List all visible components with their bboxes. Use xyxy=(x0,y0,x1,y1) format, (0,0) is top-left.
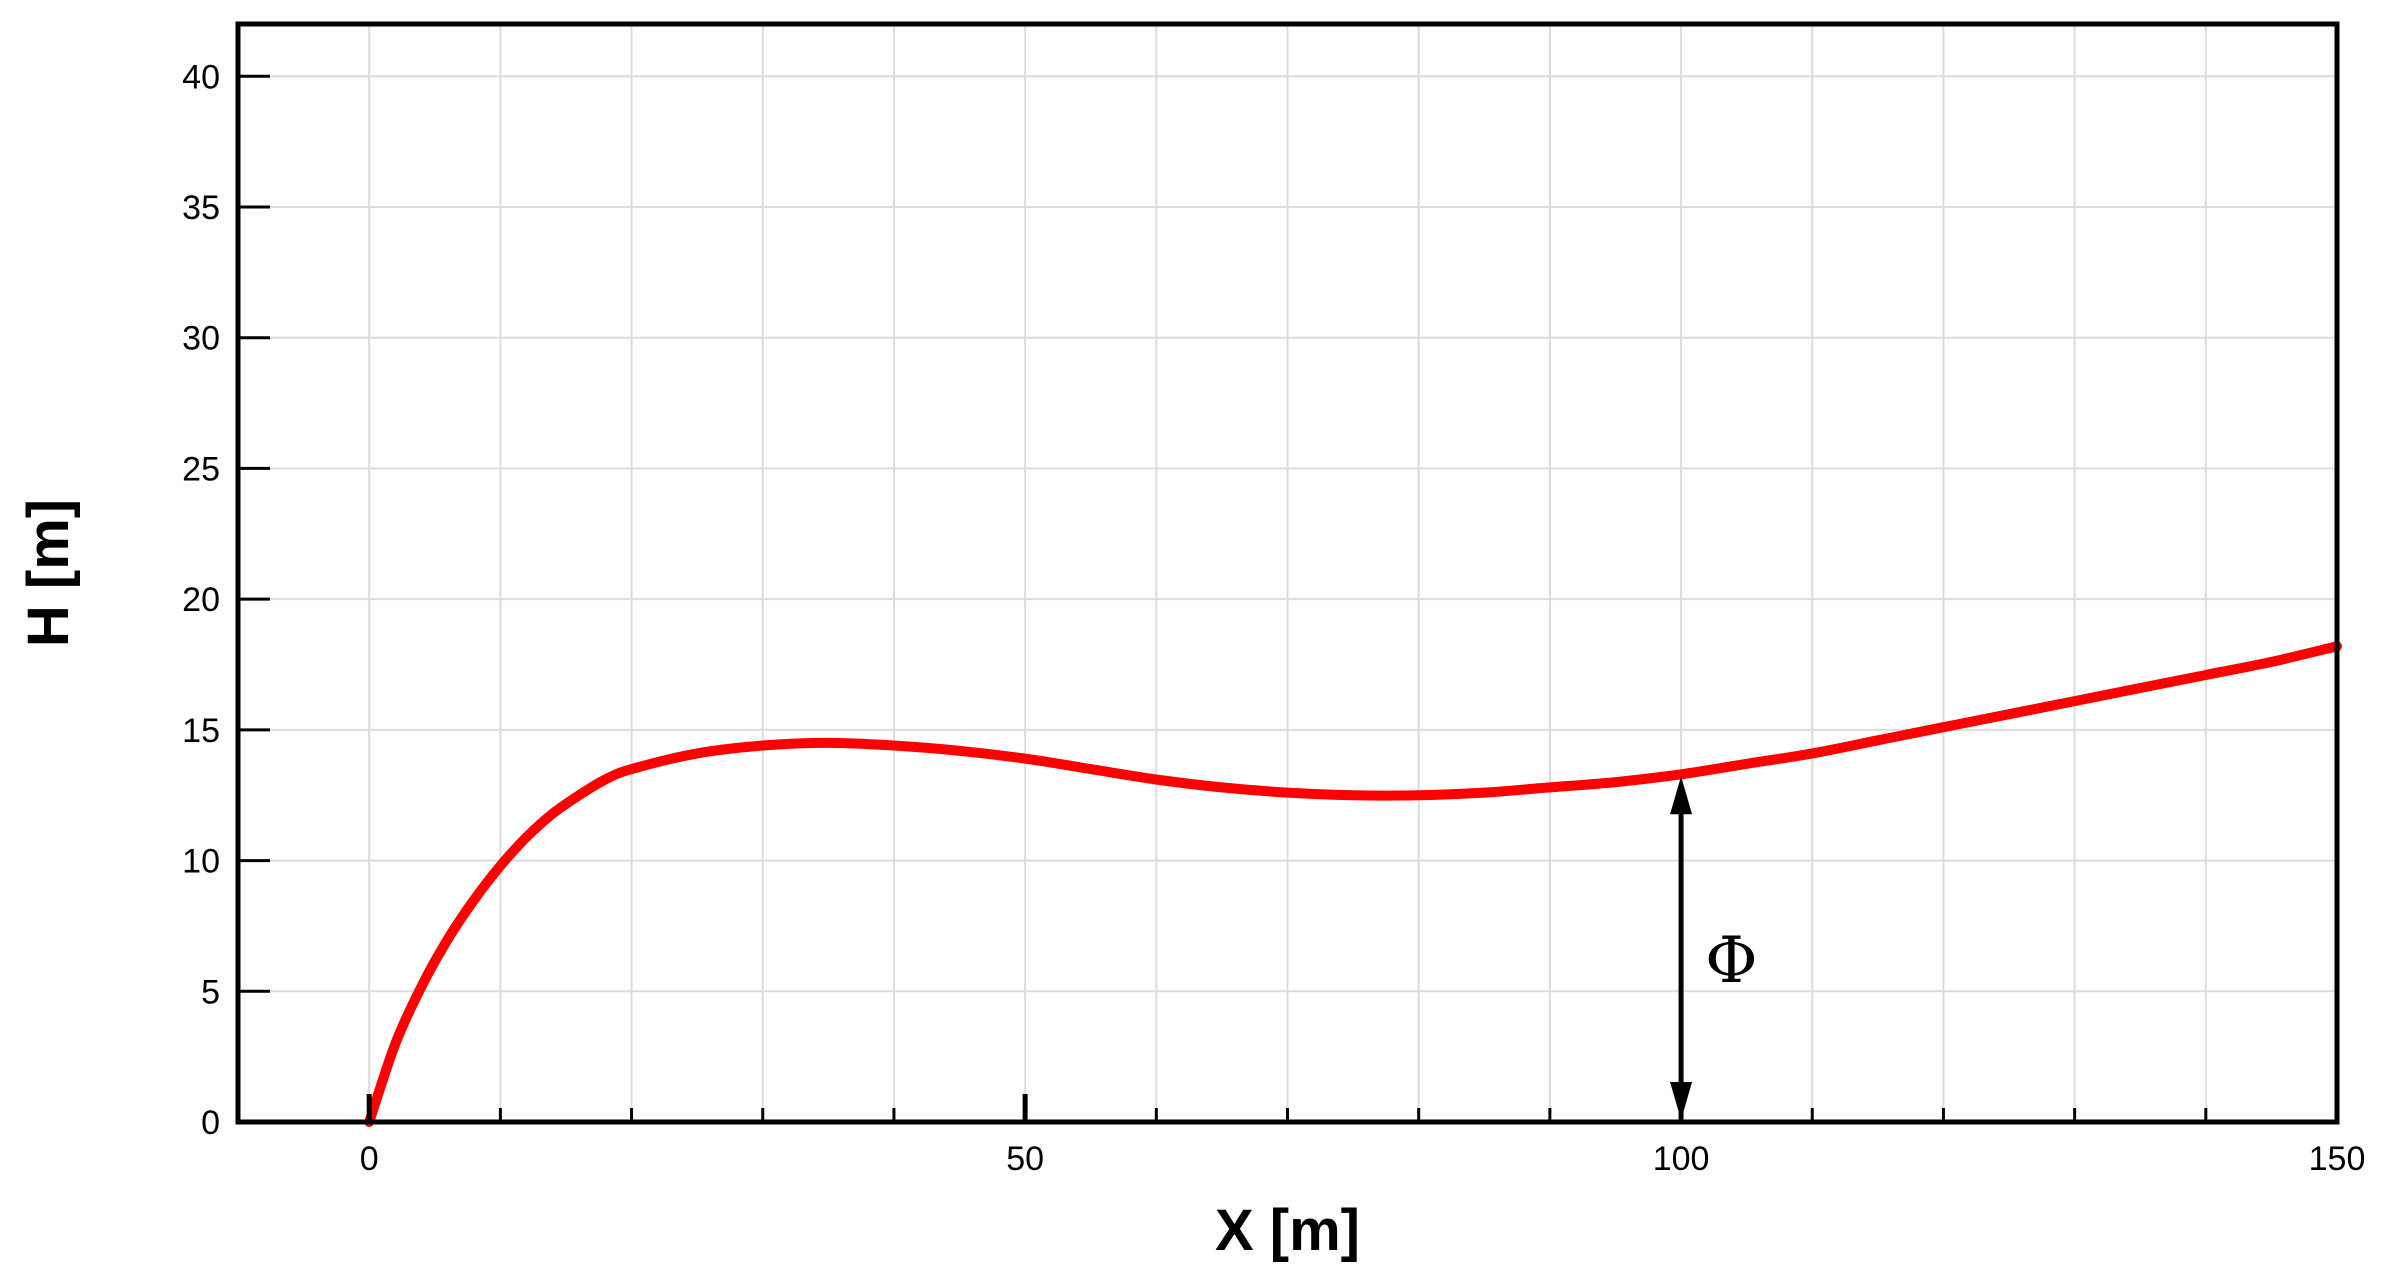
annotation-arrowhead-top xyxy=(1670,776,1693,815)
x-tick-label: 150 xyxy=(2309,1140,2366,1178)
grid-layer xyxy=(238,24,2337,1122)
tick-layer xyxy=(238,74,2340,1124)
y-tick-label: 25 xyxy=(182,450,220,488)
y-axis-label: H [m] xyxy=(16,499,81,647)
x-tick-label: 0 xyxy=(360,1140,379,1178)
annotation-label: Φ xyxy=(1705,924,1757,998)
x-tick-label: 100 xyxy=(1653,1140,1710,1178)
series-line xyxy=(364,641,2342,1127)
y-tick-label: 15 xyxy=(182,712,220,750)
y-tick-label: 5 xyxy=(201,973,220,1011)
annotation-layer: Φ xyxy=(1670,776,1758,1120)
y-tick-label: 20 xyxy=(182,581,220,619)
y-tick-label: 10 xyxy=(182,843,220,881)
x-axis-label: X [m] xyxy=(1215,1198,1360,1263)
y-tick-label: 40 xyxy=(182,58,220,96)
x-tick-label: 50 xyxy=(1006,1140,1044,1178)
y-tick-label: 0 xyxy=(201,1104,220,1142)
y-tick-label: 35 xyxy=(182,189,220,227)
y-tick-label: 30 xyxy=(182,320,220,358)
curve-layer xyxy=(364,641,2342,1127)
label-layer: 0 50 100 150 0 5 10 15 20 25 30 35 40 xyxy=(182,58,2365,1178)
